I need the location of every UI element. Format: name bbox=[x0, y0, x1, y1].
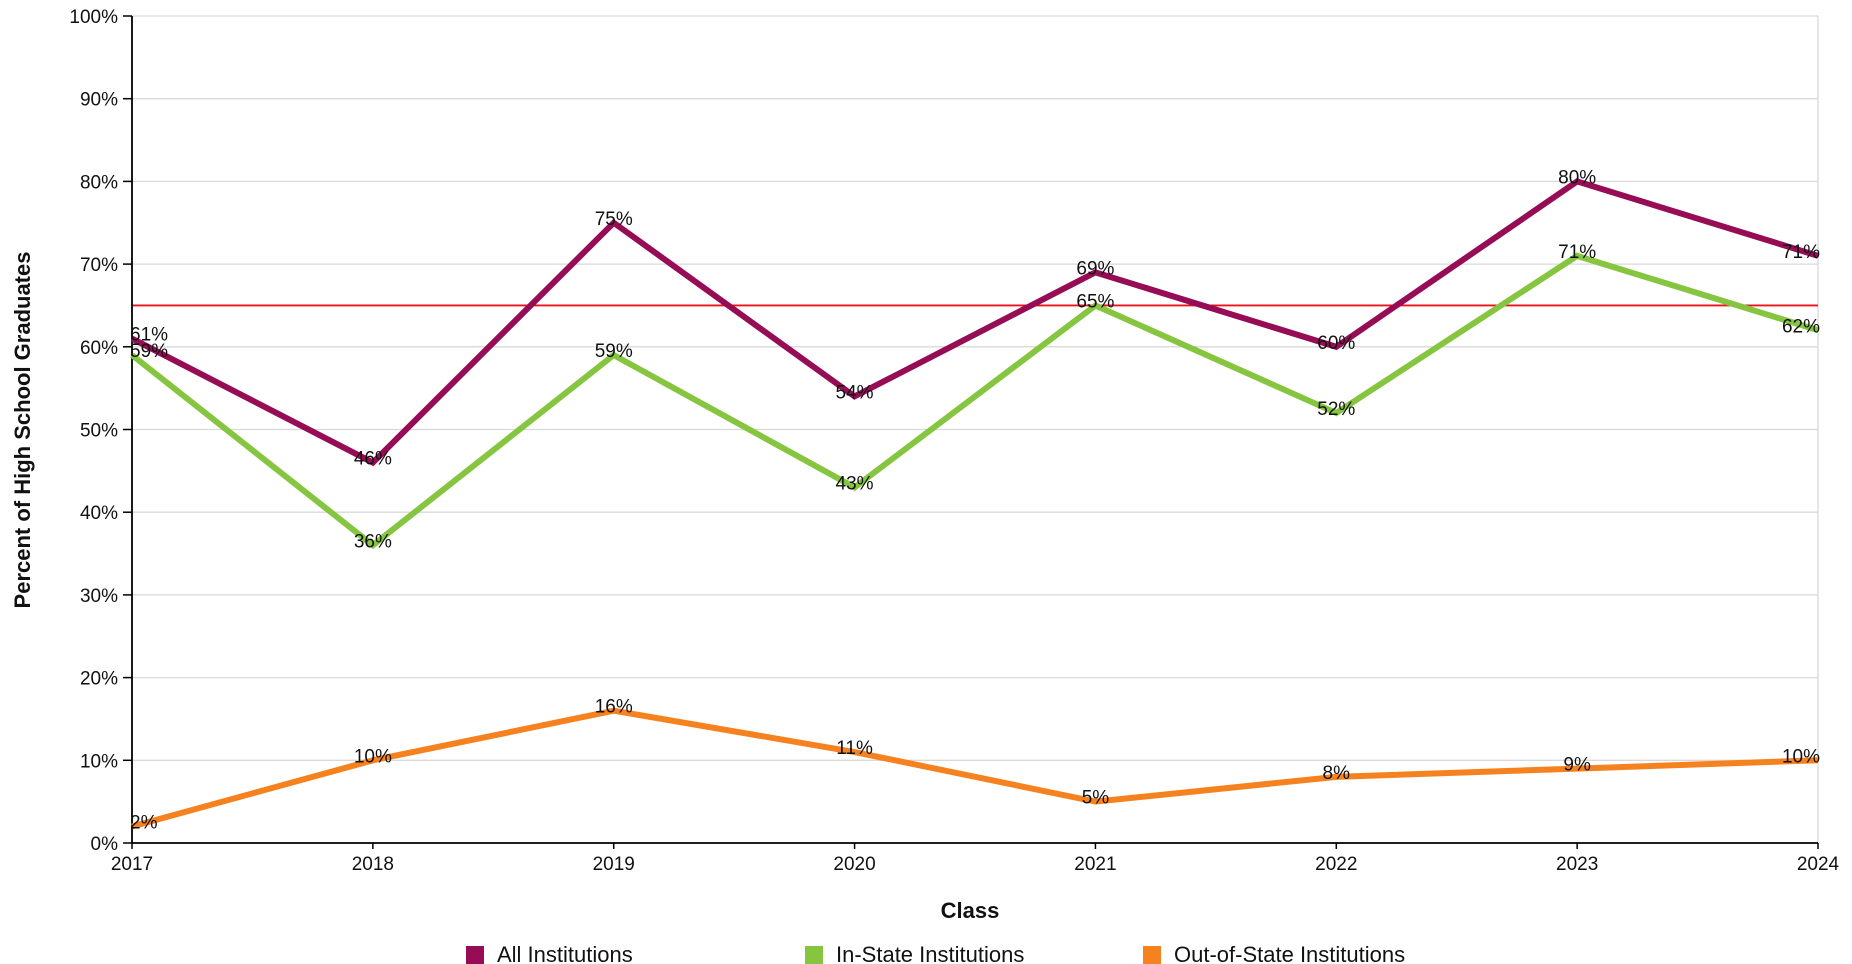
data-label: 46% bbox=[354, 449, 392, 470]
x-tick-label: 2017 bbox=[111, 854, 153, 875]
data-label: 65% bbox=[1076, 291, 1114, 312]
data-label: 69% bbox=[1076, 258, 1114, 279]
x-tick-label: 2021 bbox=[1074, 854, 1116, 875]
series-line bbox=[130, 178, 1819, 467]
data-label: 61% bbox=[130, 325, 168, 346]
data-label: 10% bbox=[1782, 746, 1820, 767]
x-tick-label: 2024 bbox=[1797, 854, 1840, 875]
data-label: 16% bbox=[595, 697, 633, 718]
series-line bbox=[130, 252, 1819, 550]
y-tick-label: 40% bbox=[80, 503, 118, 524]
data-label: 62% bbox=[1782, 316, 1820, 337]
data-label: 52% bbox=[1317, 399, 1355, 420]
legend-label: All Institutions bbox=[497, 942, 633, 964]
data-label: 2% bbox=[130, 812, 158, 833]
y-tick-label: 80% bbox=[80, 172, 118, 193]
y-tick-label: 90% bbox=[80, 90, 118, 111]
axes: 0% 10% 20% 30% 40% 50% 60% 70% 80% 90% 100% 2017 201… bbox=[69, 7, 1839, 875]
legend-label: In-State Institutions bbox=[836, 942, 1024, 964]
gridlines bbox=[132, 15, 1819, 844]
y-tick-label: 30% bbox=[80, 586, 118, 607]
legend-swatch bbox=[466, 946, 484, 964]
y-tick-label: 10% bbox=[80, 751, 118, 772]
legend-swatch bbox=[1143, 946, 1161, 964]
x-tick-label: 2023 bbox=[1556, 854, 1598, 875]
x-tick-label: 2020 bbox=[833, 854, 875, 875]
y-tick-label: 70% bbox=[80, 255, 118, 276]
legend-label: Out-of-State Institutions bbox=[1174, 942, 1405, 964]
data-label: 5% bbox=[1082, 788, 1110, 809]
x-tick-label: 2022 bbox=[1315, 854, 1357, 875]
data-label: 10% bbox=[354, 746, 392, 767]
x-tick-label: 2018 bbox=[352, 854, 394, 875]
data-label: 71% bbox=[1558, 242, 1596, 263]
y-axis-title: Percent of High School Graduates bbox=[10, 252, 35, 609]
data-label: 80% bbox=[1558, 167, 1596, 188]
data-label: 54% bbox=[836, 382, 874, 403]
x-tick-label: 2019 bbox=[593, 854, 635, 875]
data-label: 59% bbox=[130, 341, 168, 362]
data-label: 60% bbox=[1317, 333, 1355, 354]
y-tick-label: 60% bbox=[80, 338, 118, 359]
y-tick-label: 20% bbox=[80, 669, 118, 690]
data-label: 43% bbox=[836, 473, 874, 494]
legend-swatch bbox=[805, 946, 823, 964]
legend: All Institutions In-State Institutions Out… bbox=[466, 942, 1405, 964]
series-lines bbox=[130, 178, 1819, 830]
series-line bbox=[131, 707, 1819, 830]
data-label: 71% bbox=[1782, 242, 1820, 263]
x-axis-title: Class bbox=[941, 898, 1000, 923]
data-label: 11% bbox=[836, 738, 873, 759]
data-labels: 61% 46% 75% 54% 69% 60% 80% 71% 59% 36% 59% 43% 65% 5… bbox=[130, 167, 1820, 833]
data-label: 59% bbox=[595, 341, 633, 362]
y-tick-label: 0% bbox=[91, 834, 119, 855]
data-label: 9% bbox=[1563, 755, 1591, 776]
y-tick-label: 50% bbox=[80, 421, 118, 442]
data-label: 75% bbox=[595, 209, 633, 230]
y-tick-label: 100% bbox=[69, 7, 118, 28]
data-label: 36% bbox=[354, 531, 392, 552]
data-label: 8% bbox=[1323, 763, 1351, 784]
